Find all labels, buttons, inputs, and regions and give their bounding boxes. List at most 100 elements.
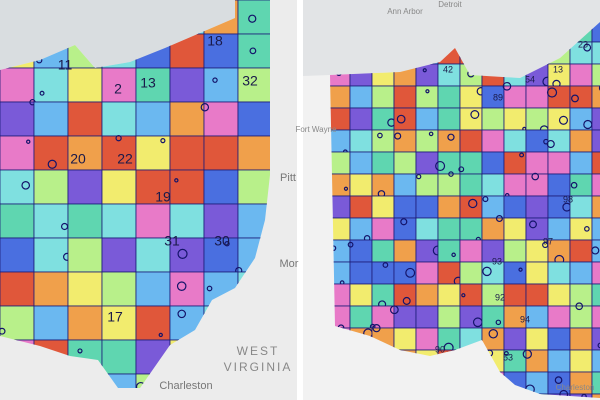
district-cell bbox=[371, 217, 395, 241]
district-cell bbox=[349, 129, 373, 153]
boundary-detail bbox=[347, 241, 354, 248]
district-cell bbox=[169, 169, 205, 205]
district-cell bbox=[481, 107, 505, 131]
district-label: 32 bbox=[242, 73, 258, 89]
district-cell bbox=[203, 33, 239, 69]
boundary-detail bbox=[394, 132, 402, 140]
boundary-detail bbox=[405, 267, 416, 278]
district-label: 11 bbox=[58, 57, 73, 73]
district-label: 92 bbox=[495, 292, 505, 302]
boundary-detail bbox=[248, 14, 257, 23]
district-cell bbox=[569, 239, 593, 263]
district-label: 42 bbox=[443, 64, 453, 74]
district-cell bbox=[393, 283, 417, 307]
district-cell bbox=[525, 129, 549, 153]
district-cell bbox=[437, 217, 461, 241]
district-cell bbox=[547, 349, 571, 373]
district-cell bbox=[33, 203, 69, 239]
district-cell bbox=[525, 349, 549, 373]
district-cell bbox=[33, 67, 69, 103]
district-label: 2 bbox=[114, 81, 122, 97]
district-cell bbox=[101, 135, 137, 171]
district-cell bbox=[481, 305, 505, 329]
district-cell bbox=[135, 101, 171, 137]
place-label: Ann Arbor bbox=[387, 7, 423, 16]
district-cell bbox=[169, 271, 205, 307]
boundary-detail bbox=[458, 166, 465, 173]
district-cell bbox=[591, 327, 600, 351]
district-cell bbox=[459, 85, 483, 109]
left-labels: 11 2 13 18 32 20 22 19 31 30 17 Pitt Mor… bbox=[58, 33, 299, 392]
district-cell bbox=[33, 101, 69, 137]
district-cell bbox=[237, 169, 270, 205]
district-cell bbox=[569, 173, 593, 197]
boundary-detail bbox=[468, 198, 478, 209]
district-cell bbox=[503, 85, 527, 109]
district-cell bbox=[0, 135, 35, 171]
district-cell bbox=[169, 203, 205, 239]
district-cell bbox=[437, 239, 461, 263]
district-label: 53 bbox=[503, 352, 513, 362]
district-cell bbox=[503, 283, 527, 307]
district-cell bbox=[393, 151, 417, 175]
district-cell bbox=[203, 135, 239, 171]
boundary-detail bbox=[598, 84, 600, 92]
district-cell bbox=[591, 107, 600, 131]
district-cell bbox=[503, 327, 527, 351]
district-cell bbox=[135, 67, 171, 103]
district-label: 23 bbox=[578, 39, 588, 49]
district-cell bbox=[591, 393, 600, 398]
district-cell bbox=[591, 129, 600, 153]
district-label: 17 bbox=[107, 309, 123, 325]
place-label: WEST bbox=[237, 344, 280, 358]
district-cell bbox=[371, 283, 395, 307]
district-cell bbox=[547, 327, 571, 351]
district-cell bbox=[349, 151, 373, 175]
place-label: Mor bbox=[280, 258, 299, 270]
district-cell bbox=[67, 305, 103, 341]
boundary-detail bbox=[377, 132, 383, 139]
district-cell bbox=[33, 169, 69, 205]
boundary-detail bbox=[554, 376, 563, 384]
district-label: 94 bbox=[520, 314, 530, 324]
district-cell bbox=[459, 173, 483, 197]
district-label: 22 bbox=[117, 151, 133, 167]
district-cell bbox=[481, 173, 505, 197]
district-cell bbox=[591, 217, 600, 241]
district-label: 20 bbox=[70, 151, 86, 167]
district-cell bbox=[349, 283, 373, 307]
boundary-detail bbox=[396, 114, 406, 124]
district-cell bbox=[459, 217, 483, 241]
district-cell bbox=[371, 85, 395, 109]
boundary-detail bbox=[581, 393, 587, 398]
boundary-detail bbox=[575, 302, 584, 311]
district-cell bbox=[591, 261, 600, 285]
district-cell bbox=[349, 107, 373, 131]
district-cell bbox=[459, 107, 483, 131]
district-cell bbox=[525, 173, 549, 197]
boundary-detail bbox=[502, 81, 512, 91]
district-cell bbox=[393, 327, 417, 351]
district-cell bbox=[349, 85, 373, 109]
district-cell bbox=[591, 305, 600, 329]
district-label: 31 bbox=[164, 233, 180, 249]
district-cell bbox=[481, 151, 505, 175]
district-cell bbox=[349, 261, 373, 285]
district-cell bbox=[459, 261, 483, 285]
district-cell bbox=[547, 305, 571, 329]
district-label: 18 bbox=[207, 33, 223, 49]
boundary-detail bbox=[400, 218, 408, 226]
district-cell bbox=[569, 393, 593, 398]
district-cell bbox=[393, 261, 417, 285]
boundary-detail bbox=[597, 342, 600, 349]
boundary-detail bbox=[519, 152, 525, 158]
district-cell bbox=[437, 195, 461, 219]
place-label: Pitt bbox=[280, 172, 296, 184]
boundary-detail bbox=[77, 348, 83, 354]
boundary-detail bbox=[402, 296, 411, 305]
boundary-detail bbox=[160, 138, 166, 144]
district-cell bbox=[101, 203, 137, 239]
boundary-detail bbox=[583, 43, 592, 52]
place-label: Fort Wayne bbox=[295, 125, 337, 134]
district-cell bbox=[415, 107, 439, 131]
